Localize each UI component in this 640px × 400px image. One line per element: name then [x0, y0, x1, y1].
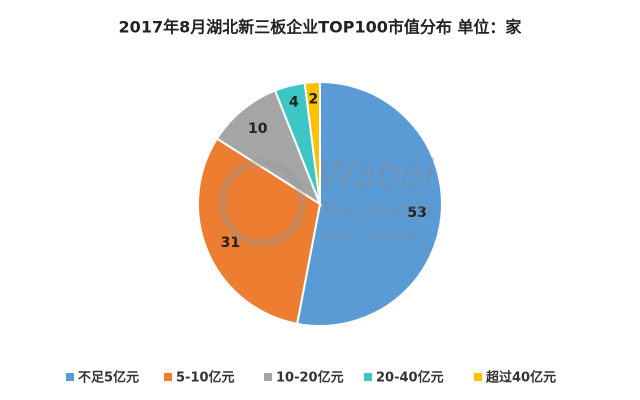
legend-label: 5-10亿元 [176, 370, 235, 386]
pie-slice [303, 80, 321, 205]
legend-swatch [264, 373, 272, 381]
data-label: 4 [289, 94, 299, 110]
legend-label: 不足5亿元 [78, 370, 139, 386]
watermark-text: 挖贝新三板研究院 [322, 230, 418, 245]
legend-swatch [164, 373, 172, 381]
legend-swatch [364, 373, 372, 381]
data-label: 31 [221, 235, 240, 251]
legend-swatch [474, 373, 482, 381]
watermark-logo [218, 159, 306, 247]
pie-slice [295, 80, 443, 327]
chart-title: 2017年8月湖北新三板企业TOP100市值分布 单位：家 [119, 18, 523, 37]
legend-swatch [66, 373, 74, 381]
legend-label: 10-20亿元 [276, 370, 344, 386]
data-label: 2 [309, 91, 319, 107]
pie-slice [215, 89, 323, 207]
watermark-text: Wabei [318, 152, 435, 196]
watermark-text: Research [322, 197, 432, 225]
data-label: 53 [407, 205, 426, 221]
legend-label: 超过40亿元 [486, 370, 556, 386]
legend-label: 20-40亿元 [376, 370, 444, 386]
data-label: 10 [248, 121, 268, 137]
